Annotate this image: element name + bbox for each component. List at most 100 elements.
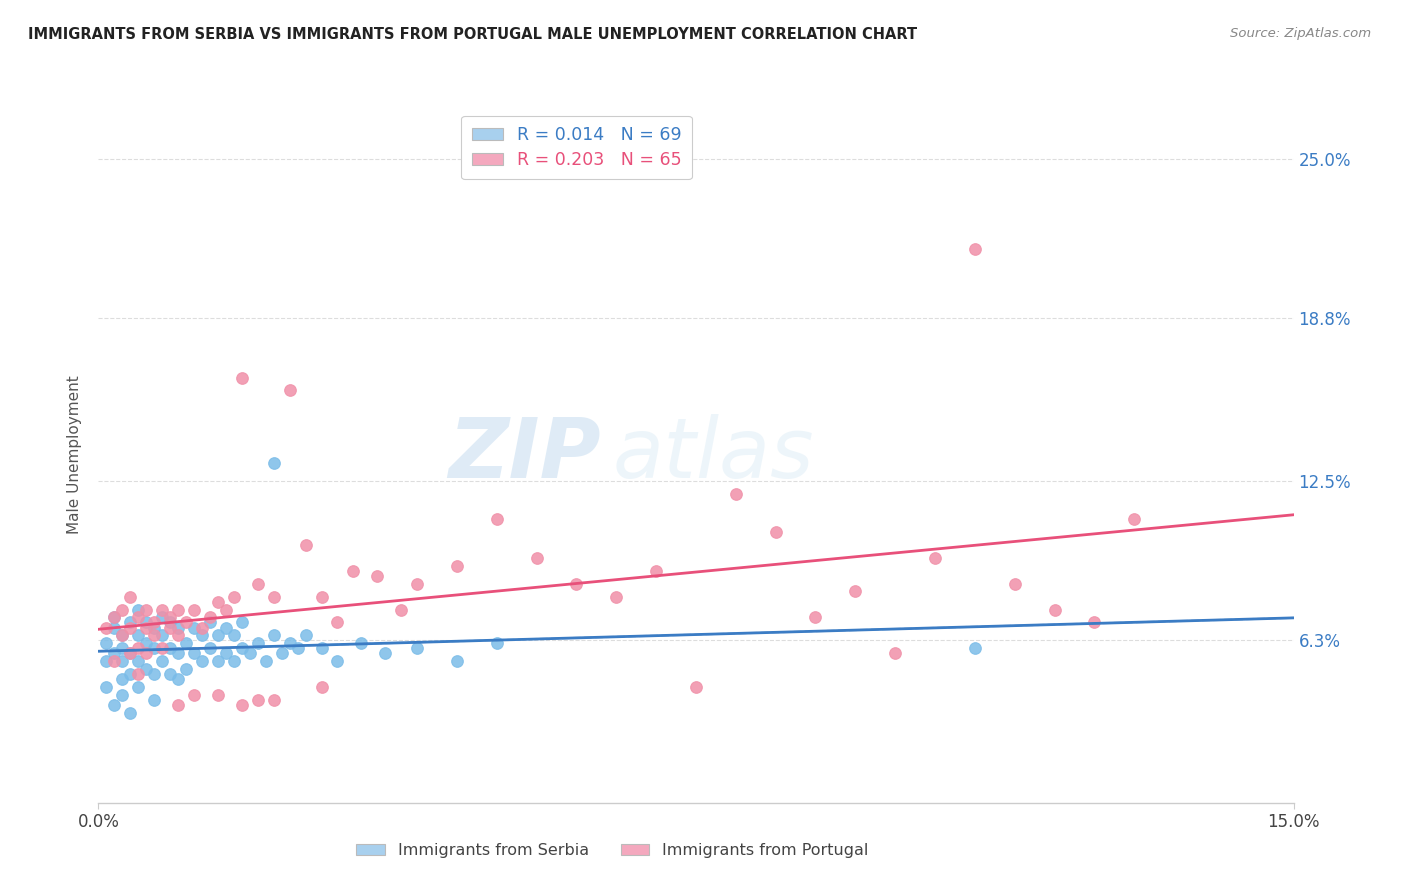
Point — [207, 654, 229, 668]
Point — [183, 646, 205, 660]
Point — [198, 615, 221, 630]
Legend: Immigrants from Serbia, Immigrants from Portugal: Immigrants from Serbia, Immigrants from … — [350, 837, 875, 864]
Point — [150, 602, 173, 616]
Point — [120, 615, 142, 630]
Point — [526, 551, 548, 566]
Point — [485, 636, 508, 650]
Point — [389, 602, 412, 616]
Point — [207, 688, 229, 702]
Point — [198, 641, 221, 656]
Point — [446, 654, 468, 668]
Point — [167, 698, 190, 712]
Point — [366, 569, 388, 583]
Point — [231, 641, 253, 656]
Point — [167, 602, 190, 616]
Point — [645, 564, 668, 578]
Point — [231, 698, 253, 712]
Point — [685, 680, 707, 694]
Point — [191, 654, 214, 668]
Point — [183, 621, 205, 635]
Point — [96, 680, 118, 694]
Point — [1083, 615, 1105, 630]
Point — [150, 628, 173, 642]
Point — [127, 602, 149, 616]
Point — [884, 646, 907, 660]
Point — [326, 615, 349, 630]
Point — [207, 595, 229, 609]
Point — [183, 602, 205, 616]
Point — [150, 641, 173, 656]
Point — [287, 641, 309, 656]
Point — [724, 486, 747, 500]
Point — [120, 646, 142, 660]
Point — [246, 692, 269, 706]
Point — [263, 692, 285, 706]
Point — [159, 610, 181, 624]
Point — [239, 646, 262, 660]
Point — [167, 621, 190, 635]
Point — [150, 610, 173, 624]
Point — [963, 641, 986, 656]
Point — [222, 590, 245, 604]
Point — [135, 602, 157, 616]
Point — [103, 610, 125, 624]
Point — [111, 688, 134, 702]
Point — [215, 621, 238, 635]
Point — [263, 456, 285, 470]
Point — [326, 654, 349, 668]
Point — [1123, 512, 1146, 526]
Point — [342, 564, 364, 578]
Text: IMMIGRANTS FROM SERBIA VS IMMIGRANTS FROM PORTUGAL MALE UNEMPLOYMENT CORRELATION: IMMIGRANTS FROM SERBIA VS IMMIGRANTS FRO… — [28, 27, 917, 42]
Point — [924, 551, 946, 566]
Point — [159, 667, 181, 681]
Point — [143, 621, 166, 635]
Point — [127, 680, 149, 694]
Point — [246, 576, 269, 591]
Point — [103, 610, 125, 624]
Point — [111, 602, 134, 616]
Point — [143, 667, 166, 681]
Point — [127, 610, 149, 624]
Text: ZIP: ZIP — [447, 415, 600, 495]
Point — [374, 646, 396, 660]
Point — [1004, 576, 1026, 591]
Point — [406, 576, 429, 591]
Point — [191, 621, 214, 635]
Point — [270, 646, 292, 660]
Point — [120, 706, 142, 720]
Point — [207, 628, 229, 642]
Point — [96, 621, 118, 635]
Point — [294, 628, 316, 642]
Point — [103, 698, 125, 712]
Point — [565, 576, 588, 591]
Point — [222, 628, 245, 642]
Point — [215, 646, 238, 660]
Point — [174, 636, 197, 650]
Point — [278, 384, 301, 398]
Point — [120, 621, 142, 635]
Point — [135, 662, 157, 676]
Point — [222, 654, 245, 668]
Point — [103, 621, 125, 635]
Point — [263, 590, 285, 604]
Point — [174, 615, 197, 630]
Point — [167, 628, 190, 642]
Point — [605, 590, 627, 604]
Point — [485, 512, 508, 526]
Point — [263, 628, 285, 642]
Point — [804, 610, 827, 624]
Point — [120, 646, 142, 660]
Point — [96, 654, 118, 668]
Point — [231, 370, 253, 384]
Point — [311, 641, 333, 656]
Point — [294, 538, 316, 552]
Point — [159, 621, 181, 635]
Point — [111, 654, 134, 668]
Point — [143, 628, 166, 642]
Text: Source: ZipAtlas.com: Source: ZipAtlas.com — [1230, 27, 1371, 40]
Point — [167, 672, 190, 686]
Point — [183, 688, 205, 702]
Point — [215, 602, 238, 616]
Point — [127, 641, 149, 656]
Point — [103, 654, 125, 668]
